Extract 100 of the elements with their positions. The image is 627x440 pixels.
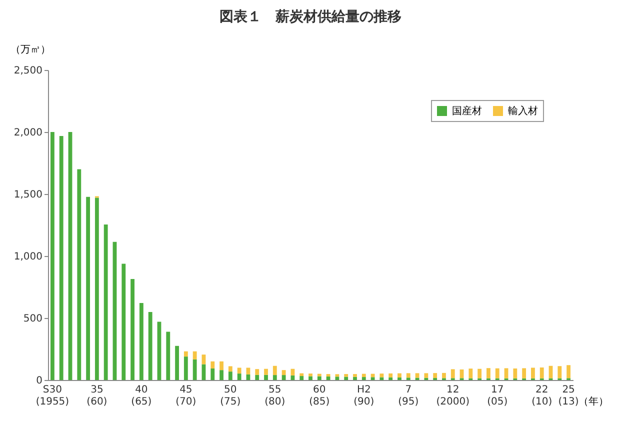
x-tick-label: 55 (80) <box>264 384 286 408</box>
bar <box>308 374 312 376</box>
bar <box>192 359 197 380</box>
bar <box>290 375 295 380</box>
x-tick-label: 60 (85) <box>309 384 330 408</box>
bar <box>308 376 312 380</box>
chart-title: 図表１ 薪炭材供給量の推移 <box>220 9 402 25</box>
y-tick-label: 1,500 <box>14 190 42 200</box>
bar <box>255 374 260 380</box>
bar <box>59 136 64 380</box>
bar <box>166 332 170 380</box>
bar <box>486 368 490 378</box>
bar <box>558 366 562 378</box>
x-tick-label: 22 (10) <box>532 384 552 408</box>
bar <box>300 376 304 380</box>
bar <box>495 368 500 378</box>
y-tick-label: 1,000 <box>14 252 42 262</box>
bar <box>282 375 286 380</box>
bar <box>255 369 260 375</box>
legend-label: 輸入材 <box>508 105 538 117</box>
bar <box>264 368 268 375</box>
bar <box>326 374 330 377</box>
bar <box>139 302 144 380</box>
bar <box>157 322 162 380</box>
bar <box>388 373 393 378</box>
bar <box>50 132 54 380</box>
bar <box>442 372 446 378</box>
y-tick-label: 0 <box>36 376 42 386</box>
bar <box>362 374 366 378</box>
bar <box>246 368 250 374</box>
x-tick-label: 7 (95) <box>398 384 419 408</box>
bar <box>398 373 402 378</box>
bar <box>104 224 108 380</box>
bar <box>388 377 393 380</box>
bar <box>335 374 340 377</box>
x-axis-title: （年） <box>578 396 608 408</box>
bar <box>192 351 197 360</box>
x-tick-label: 12 (2000) <box>436 384 470 408</box>
bar <box>326 376 330 380</box>
bar <box>317 374 322 376</box>
bar <box>175 346 179 380</box>
bar <box>130 278 134 380</box>
bar <box>424 373 428 378</box>
y-tick-label: 2,000 <box>14 128 42 138</box>
bar <box>468 368 473 378</box>
bar <box>237 368 242 374</box>
bar <box>228 372 232 380</box>
bar <box>94 198 99 380</box>
bar <box>184 351 188 357</box>
bar <box>86 196 90 380</box>
x-tick-label: 35 (60) <box>86 384 108 408</box>
bar <box>450 369 455 378</box>
bar <box>353 376 357 380</box>
bar <box>300 373 304 376</box>
legend-label: 国産材 <box>452 105 482 117</box>
y-tick-label: 500 <box>23 314 42 324</box>
bar <box>210 368 215 380</box>
bar <box>264 374 268 380</box>
x-tick-label: 17 (05) <box>487 384 508 408</box>
bar <box>228 366 232 372</box>
x-tick-label: H2 (90) <box>354 384 374 408</box>
bar <box>77 169 82 380</box>
bar <box>380 374 384 378</box>
bar <box>540 367 544 378</box>
bar <box>362 377 366 380</box>
bar <box>406 373 410 378</box>
bar <box>282 370 286 376</box>
bar <box>184 356 188 380</box>
bar <box>220 370 224 380</box>
bar <box>210 361 215 368</box>
bar <box>566 365 571 378</box>
bar <box>202 354 206 364</box>
bar <box>344 376 348 380</box>
x-tick-label: 40 (65) <box>131 384 152 408</box>
bar <box>335 376 340 380</box>
bar <box>522 368 526 378</box>
y-axis-title: （万㎥） <box>10 44 50 56</box>
x-tick-label: 50 (75) <box>220 384 241 408</box>
bar <box>433 373 438 378</box>
bar <box>370 377 375 380</box>
bar <box>415 373 420 378</box>
bar <box>122 264 126 380</box>
bar <box>237 374 242 380</box>
bar <box>353 374 357 377</box>
bar <box>317 376 322 380</box>
bar <box>344 374 348 377</box>
bar <box>531 368 535 378</box>
bar <box>380 377 384 380</box>
y-tick-label: 2,500 <box>14 66 42 76</box>
bar <box>504 368 508 378</box>
bar <box>548 366 553 378</box>
x-tick-label: S30 (1955) <box>36 384 70 408</box>
x-tick-label: 25 (13) <box>558 384 579 408</box>
bar <box>272 375 277 380</box>
bar <box>272 366 277 376</box>
bar <box>478 368 482 378</box>
x-tick-label: 45 (70) <box>176 384 196 408</box>
bar <box>148 312 152 380</box>
bar <box>220 361 224 370</box>
bar <box>290 368 295 376</box>
